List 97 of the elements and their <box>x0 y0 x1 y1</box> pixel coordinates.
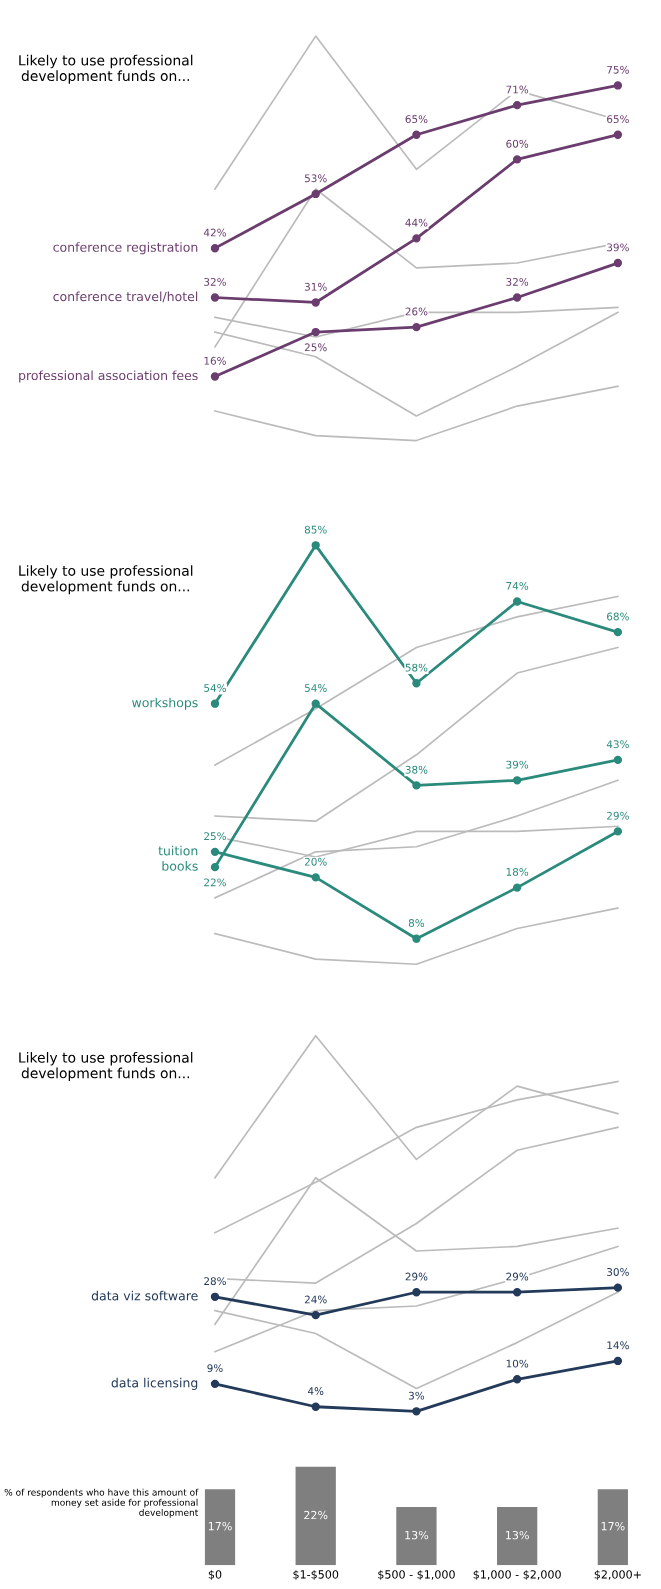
series-label: professional association fees <box>19 370 198 383</box>
data-label: 42% <box>203 228 226 237</box>
point <box>412 679 421 688</box>
data-label: 30% <box>607 1268 629 1276</box>
point <box>412 234 421 243</box>
data-label: 75% <box>607 65 629 74</box>
point <box>412 1288 421 1297</box>
data-label: 22% <box>304 1510 328 1520</box>
x-tick-label: $0 <box>208 1570 222 1581</box>
text: Likely to use professional development funds on... <box>19 1052 193 1082</box>
data-label: 13% <box>405 1530 429 1540</box>
data-label: 4% <box>307 1387 324 1395</box>
data-label: 8% <box>408 919 425 927</box>
data-label: 29% <box>607 811 629 820</box>
point <box>613 1356 623 1366</box>
data-label: 18% <box>506 867 529 876</box>
point <box>512 883 522 892</box>
point <box>512 101 522 110</box>
point <box>210 847 220 857</box>
point <box>311 873 320 882</box>
data-label: 13% <box>506 1530 529 1540</box>
data-label: 39% <box>506 760 529 769</box>
data-label: 54% <box>204 684 226 692</box>
data-label: 38% <box>405 765 428 774</box>
annotation: % of respondents who have this amount of money set aside for professional development <box>4 1488 199 1518</box>
series-label: workshops <box>132 697 198 710</box>
data-label: 14% <box>607 1341 629 1350</box>
data-label: 10% <box>506 1359 529 1368</box>
point <box>210 1292 220 1301</box>
data-label: 85% <box>304 525 327 534</box>
x-tick-label: $2,000+ <box>594 1570 641 1581</box>
data-label: 32% <box>204 277 226 286</box>
point <box>613 130 623 139</box>
data-label: 25% <box>304 343 327 352</box>
point <box>613 258 623 268</box>
text: Likely to use professional development funds on... <box>19 54 193 84</box>
data-label: 24% <box>304 1295 327 1304</box>
data-label: 16% <box>204 356 226 365</box>
data-label: 31% <box>304 282 327 291</box>
point <box>311 541 320 550</box>
point <box>210 293 220 302</box>
point <box>210 1379 220 1389</box>
point <box>311 1402 320 1411</box>
point <box>512 1375 522 1384</box>
data-label: 54% <box>304 684 327 692</box>
point <box>512 293 522 302</box>
series-label: conference registration <box>53 242 198 255</box>
series-label: books <box>162 861 198 871</box>
text: Likely to use professional development funds on... <box>19 565 193 595</box>
point <box>412 781 421 790</box>
point <box>512 1288 522 1297</box>
point <box>311 1310 320 1320</box>
series-label: conference travel/hotel <box>53 291 198 303</box>
point <box>311 327 320 337</box>
data-label: 9% <box>207 1364 223 1373</box>
point <box>311 298 320 307</box>
point <box>311 699 320 708</box>
data-label: 22% <box>204 878 226 887</box>
point <box>613 827 623 836</box>
data-label: 68% <box>607 612 629 621</box>
point <box>210 372 220 381</box>
data-label: 58% <box>405 663 428 672</box>
data-label: 53% <box>304 174 327 183</box>
point <box>412 322 421 332</box>
point <box>311 189 320 199</box>
data-label: 65% <box>405 115 428 124</box>
data-label: 20% <box>304 857 327 866</box>
x-tick-label: $500 - $1,000 <box>378 1570 455 1581</box>
data-label: 74% <box>506 581 529 590</box>
data-label: 32% <box>506 277 529 286</box>
point <box>412 130 421 139</box>
series-label: tuition <box>158 845 198 856</box>
point <box>613 1283 623 1292</box>
series-label: data licensing <box>111 1377 198 1390</box>
data-label: 44% <box>405 218 428 227</box>
point <box>210 244 220 253</box>
data-label: 17% <box>208 1521 232 1531</box>
x-tick-label: $1-$500 <box>293 1570 339 1581</box>
point <box>613 627 623 637</box>
data-label: 28% <box>204 1277 226 1286</box>
data-label: 3% <box>408 1391 425 1400</box>
point <box>210 863 220 872</box>
data-label: 60% <box>506 139 529 148</box>
data-label: 29% <box>405 1272 428 1281</box>
point <box>613 755 623 765</box>
point <box>613 81 623 90</box>
point <box>512 776 522 785</box>
data-label: 17% <box>601 1521 625 1531</box>
data-label: 43% <box>606 740 629 749</box>
data-label: 39% <box>607 243 629 252</box>
x-tick-label: $1,000 - $2,000 <box>473 1570 561 1581</box>
point <box>512 155 522 164</box>
point <box>412 1407 421 1416</box>
point <box>512 597 522 606</box>
point <box>412 934 421 943</box>
series-label: data viz software <box>91 1290 198 1301</box>
point <box>210 699 220 708</box>
